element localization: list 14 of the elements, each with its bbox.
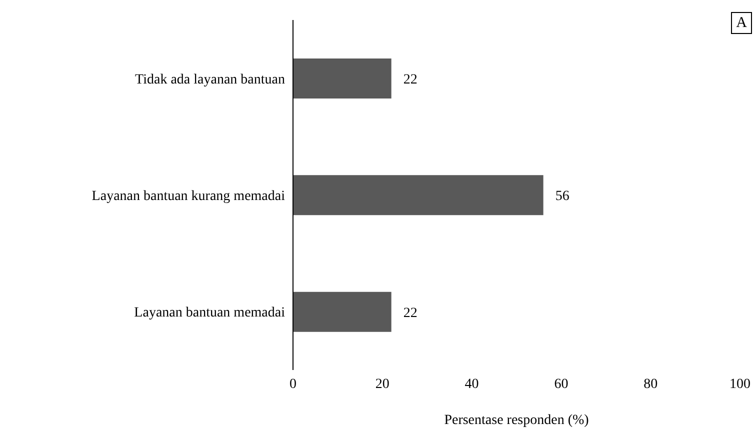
x-tick-label: 100 (730, 376, 750, 392)
annotation: A (731, 12, 752, 34)
x-tick-label: 40 (464, 376, 479, 392)
x-tick-label: 80 (644, 376, 658, 392)
x-tick-label: 0 (290, 376, 296, 392)
y-tick-label: Layanan bantuan memadai (134, 306, 286, 321)
y-tick-label: Layanan bantuan kurang memadai (92, 188, 286, 204)
x-tick-label: 20 (375, 376, 390, 392)
data-label: 56 (555, 189, 570, 204)
data-label: 22 (403, 306, 418, 321)
x-axis-title: Persentase responden (%) (444, 413, 590, 428)
y-tick-label: Tidak ada layanan bantuan (135, 72, 285, 88)
x-tick-label: 60 (554, 376, 568, 392)
data-label: 22 (403, 72, 418, 88)
